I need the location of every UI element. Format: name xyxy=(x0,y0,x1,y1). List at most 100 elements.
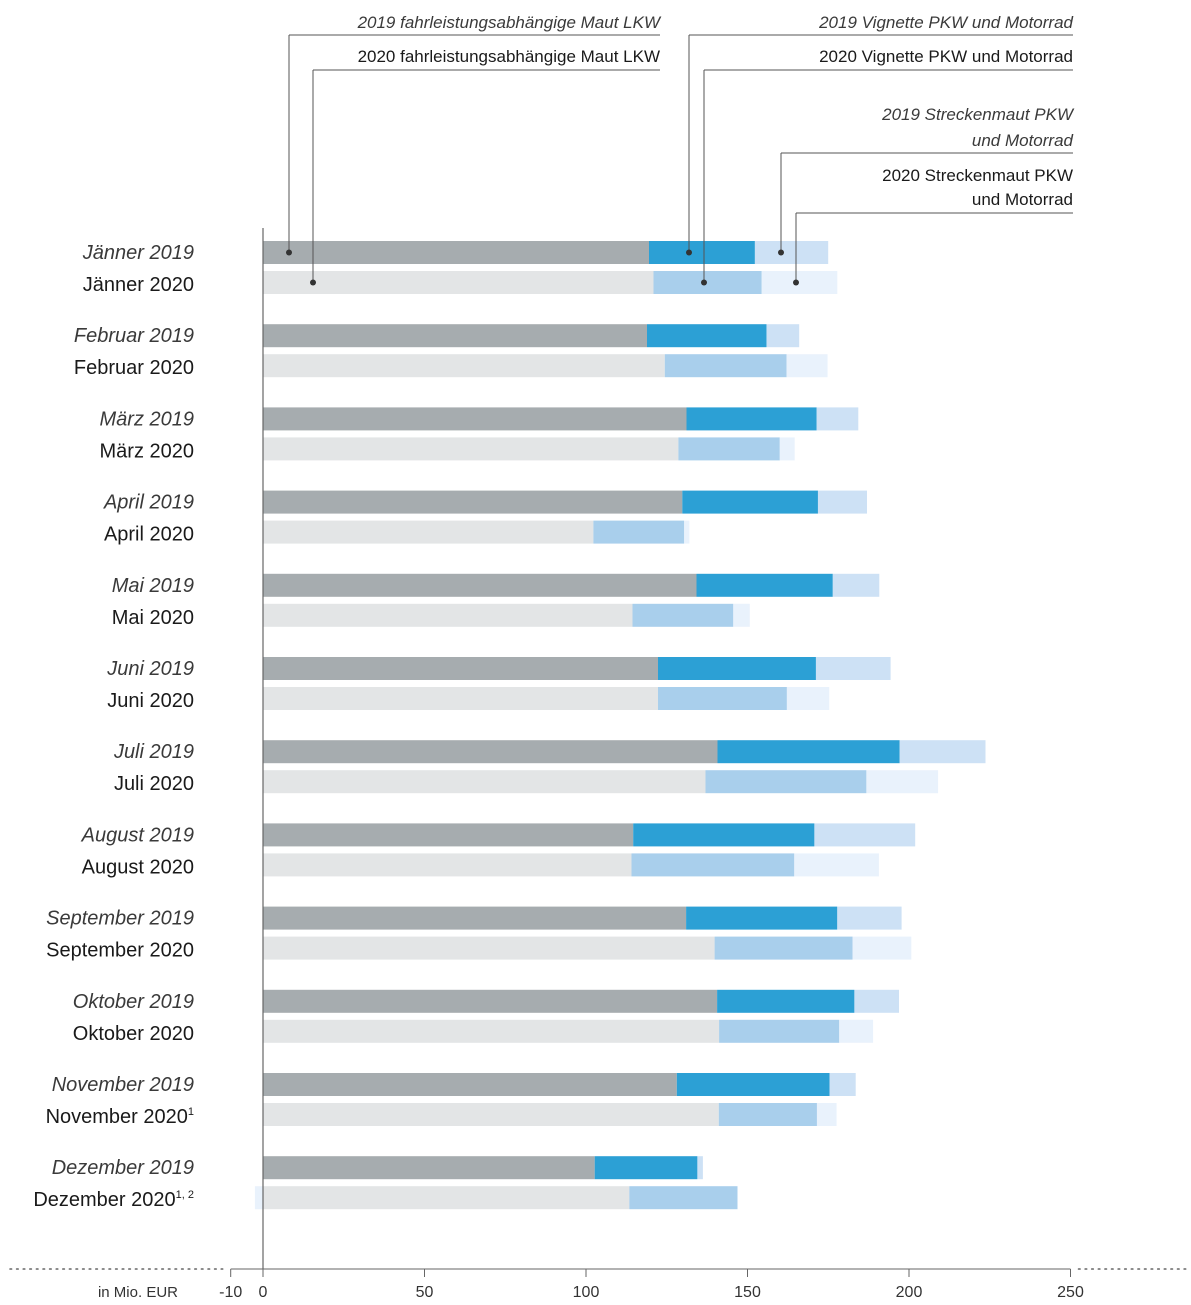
leader-vignette-2019-dot xyxy=(686,249,692,256)
month-label-2020: Oktober 2020 xyxy=(73,1023,194,1045)
month-label-2020: April 2020 xyxy=(104,524,194,546)
bar-2020-vignette-12 xyxy=(629,1186,738,1210)
bar-2019-vignette-9 xyxy=(686,906,838,930)
legend-strecke-2020-line1: 2020 Streckenmaut PKW xyxy=(882,166,1073,185)
leader-strecke-2019-dot xyxy=(778,249,784,256)
bar-2019-streckenmaut-9 xyxy=(837,906,902,930)
month-label-2019: Jänner 2019 xyxy=(82,242,194,264)
bars-layer xyxy=(254,241,986,1210)
bar-2019-lkw-2 xyxy=(263,324,647,348)
month-label-2020: Juni 2020 xyxy=(107,690,194,712)
month-labels: Jänner 2019 Jänner 2020 Februar 2019 Februa… xyxy=(33,242,194,1211)
month-label-2019: Mai 2019 xyxy=(112,575,194,597)
bar-2019-streckenmaut-7 xyxy=(899,740,986,764)
bar-2019-vignette-5 xyxy=(696,573,833,597)
bar-2020-vignette-9 xyxy=(714,936,853,960)
x-tick-label: -10 xyxy=(219,1284,242,1301)
bar-2019-vignette-7 xyxy=(717,740,900,764)
bar-2019-streckenmaut-12 xyxy=(697,1156,703,1180)
legend: 2019 fahrleistungsabhängige Maut LKW 202… xyxy=(357,13,1075,209)
bar-2019-streckenmaut-11 xyxy=(829,1073,856,1096)
bar-2019-streckenmaut-5 xyxy=(832,573,880,597)
month-label-2019: März 2019 xyxy=(100,408,195,430)
bar-2020-streckenmaut-12 xyxy=(254,1186,263,1210)
bar-2019-lkw-12 xyxy=(263,1156,595,1180)
legend-vignette-2019: 2019 Vignette PKW und Motorrad xyxy=(818,13,1073,32)
bar-2019-lkw-7 xyxy=(263,740,718,764)
bar-2020-vignette-1 xyxy=(653,271,762,294)
month-label-2019: April 2019 xyxy=(103,492,194,514)
bar-2020-streckenmaut-10 xyxy=(839,1019,874,1043)
leader-strecke-2020-dot xyxy=(793,279,799,286)
bar-2020-lkw-8 xyxy=(263,853,632,877)
bar-2020-streckenmaut-6 xyxy=(786,687,830,710)
bar-2019-vignette-10 xyxy=(717,989,855,1013)
bar-2019-vignette-4 xyxy=(682,490,818,514)
bar-2020-vignette-4 xyxy=(593,520,685,544)
month-label-2020: März 2020 xyxy=(100,440,195,462)
bar-2019-lkw-4 xyxy=(263,490,683,514)
bar-2020-streckenmaut-5 xyxy=(733,603,750,627)
bar-2020-vignette-7 xyxy=(705,770,867,794)
month-label-2020: September 2020 xyxy=(46,940,194,962)
x-tick-label: 0 xyxy=(259,1284,268,1301)
month-label-2020: Februar 2020 xyxy=(74,357,194,379)
bar-2020-lkw-1 xyxy=(263,271,654,294)
legend-vignette-2020: 2020 Vignette PKW und Motorrad xyxy=(819,47,1073,66)
month-label-2020: Dezember 20201, 2 xyxy=(33,1189,194,1211)
x-tick-label: 50 xyxy=(416,1284,434,1301)
bar-2019-vignette-6 xyxy=(658,657,816,680)
bar-2020-lkw-12 xyxy=(263,1186,630,1210)
bar-2019-vignette-12 xyxy=(594,1156,698,1180)
bar-2020-vignette-8 xyxy=(631,853,795,877)
month-label-2019: Juni 2019 xyxy=(106,658,194,680)
bar-2020-lkw-2 xyxy=(263,354,665,378)
bar-2020-vignette-11 xyxy=(718,1103,817,1126)
month-label-2019: Februar 2019 xyxy=(74,325,194,347)
bar-2019-lkw-10 xyxy=(263,989,718,1013)
bar-2019-lkw-3 xyxy=(263,407,687,431)
leader-lkw-2019-dot xyxy=(286,249,292,256)
legend-lkw-2019: 2019 fahrleistungsabhängige Maut LKW xyxy=(357,13,662,32)
bar-2020-lkw-11 xyxy=(263,1103,719,1126)
month-label-2019: September 2019 xyxy=(46,908,194,930)
bar-2020-vignette-5 xyxy=(632,603,734,627)
bar-2019-lkw-5 xyxy=(263,573,697,597)
bar-2020-vignette-3 xyxy=(678,437,780,461)
bar-2020-vignette-2 xyxy=(664,354,787,378)
month-label-2020: November 20201 xyxy=(46,1106,194,1128)
leader-lkw-2020-dot xyxy=(310,279,316,286)
legend-lkw-2020: 2020 fahrleistungsabhängige Maut LKW xyxy=(358,47,660,66)
bar-2019-vignette-8 xyxy=(633,823,815,847)
bar-2019-streckenmaut-4 xyxy=(817,490,867,514)
legend-strecke-2019-line2: und Motorrad xyxy=(972,131,1074,150)
bar-2019-lkw-8 xyxy=(263,823,634,847)
bar-2019-lkw-11 xyxy=(263,1073,677,1096)
bar-2019-vignette-1 xyxy=(649,241,755,264)
month-label-2019: August 2019 xyxy=(81,824,194,846)
bar-2019-streckenmaut-1 xyxy=(754,241,829,264)
bar-2020-streckenmaut-4 xyxy=(684,520,690,544)
bar-2020-streckenmaut-2 xyxy=(786,354,828,378)
month-label-2019: November 2019 xyxy=(52,1074,194,1096)
bar-2020-lkw-3 xyxy=(263,437,679,461)
month-label-2019: Dezember 2019 xyxy=(52,1157,194,1179)
bar-2020-streckenmaut-1 xyxy=(761,271,838,294)
legend-leader-lines xyxy=(286,34,1073,286)
bar-2019-streckenmaut-10 xyxy=(854,989,899,1013)
bar-2019-vignette-3 xyxy=(686,407,817,431)
bar-2019-streckenmaut-6 xyxy=(816,657,891,680)
bar-2020-lkw-9 xyxy=(263,936,715,960)
x-axis: -10 0 50 100 150 200 250 in Mio. EUR xyxy=(9,228,1187,1301)
x-tick-label: 100 xyxy=(573,1284,600,1301)
bar-2020-lkw-5 xyxy=(263,603,633,627)
bar-2020-lkw-10 xyxy=(263,1019,720,1043)
bar-2020-streckenmaut-8 xyxy=(794,853,879,877)
bar-2020-streckenmaut-11 xyxy=(816,1103,837,1126)
bar-2020-streckenmaut-7 xyxy=(866,770,939,794)
bar-2020-vignette-6 xyxy=(658,687,787,710)
bar-2020-lkw-6 xyxy=(263,687,658,710)
bar-2020-streckenmaut-9 xyxy=(852,936,912,960)
x-tick-label: 250 xyxy=(1057,1284,1084,1301)
